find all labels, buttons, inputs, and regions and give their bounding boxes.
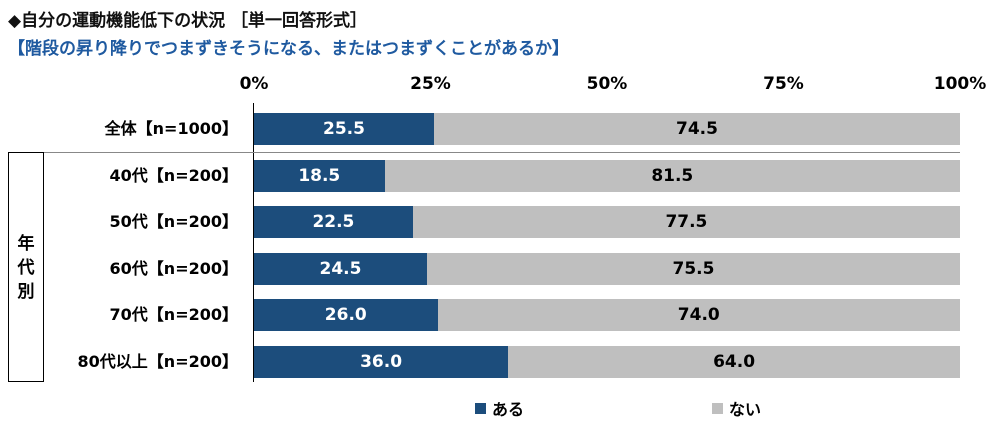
legend-item-aru: ある xyxy=(475,396,524,420)
x-tick-label: 100% xyxy=(933,74,987,94)
x-tick-label: 25% xyxy=(410,74,451,94)
x-tick-label: 0% xyxy=(239,74,269,94)
bar-segment-aru xyxy=(254,253,427,285)
legend-swatch xyxy=(712,402,723,414)
separator-line xyxy=(8,152,960,153)
category-label: 60代【n=200】 xyxy=(109,259,238,278)
bar-segment-aru xyxy=(254,206,413,238)
bar-segment-aru xyxy=(254,299,438,331)
bar-segment-aru xyxy=(254,346,509,378)
x-tick-label: 75% xyxy=(763,74,804,94)
bar-segment-nai xyxy=(437,299,960,331)
bar-segment-nai xyxy=(384,160,960,192)
data-label: 25.5 xyxy=(323,119,365,139)
data-label: 64.0 xyxy=(713,352,756,372)
group-label-char: 代 xyxy=(17,258,35,278)
legend-label: ある xyxy=(492,400,525,419)
data-label: 77.5 xyxy=(665,212,708,232)
data-label: 24.5 xyxy=(319,259,362,279)
bar-segment-aru xyxy=(254,160,385,192)
data-label: 36.0 xyxy=(360,352,403,372)
category-label: 全体【n=1000】 xyxy=(104,119,238,138)
group-label-char: 年 xyxy=(17,234,35,254)
data-label: 26.0 xyxy=(324,305,367,325)
age-group-box xyxy=(8,152,44,382)
legend-item-nai: ない xyxy=(712,396,761,420)
category-label: 70代【n=200】 xyxy=(109,305,238,324)
group-label-char: 別 xyxy=(17,282,35,302)
data-label: 22.5 xyxy=(312,212,355,232)
data-label: 75.5 xyxy=(672,259,715,279)
bar-segment-nai xyxy=(412,206,960,238)
chart-subtitle: 【階段の昇り降りでつまずきそうになる、またはつまずくことがあるか】 xyxy=(8,39,569,59)
chart-title: ◆自分の運動機能低下の状況 ［単一回答形式］ xyxy=(8,11,367,31)
data-label: 18.5 xyxy=(298,166,341,186)
category-label: 80代以上【n=200】 xyxy=(77,352,238,371)
category-label: 50代【n=200】 xyxy=(109,212,238,231)
data-label: 74.5 xyxy=(676,119,718,139)
bar-segment-nai xyxy=(508,346,960,378)
bar-segment-nai xyxy=(434,113,960,145)
bar-segment-nai xyxy=(426,253,960,285)
data-label: 81.5 xyxy=(651,166,694,186)
x-tick-label: 50% xyxy=(586,74,628,94)
legend-swatch xyxy=(475,402,486,414)
data-label: 74.0 xyxy=(677,305,720,325)
legend-label: ない xyxy=(729,400,762,419)
age-group-label: 年 代 別 xyxy=(8,232,44,304)
axis-line xyxy=(253,103,254,382)
category-label: 40代【n=200】 xyxy=(109,166,238,185)
bar-segment-aru xyxy=(254,113,435,145)
